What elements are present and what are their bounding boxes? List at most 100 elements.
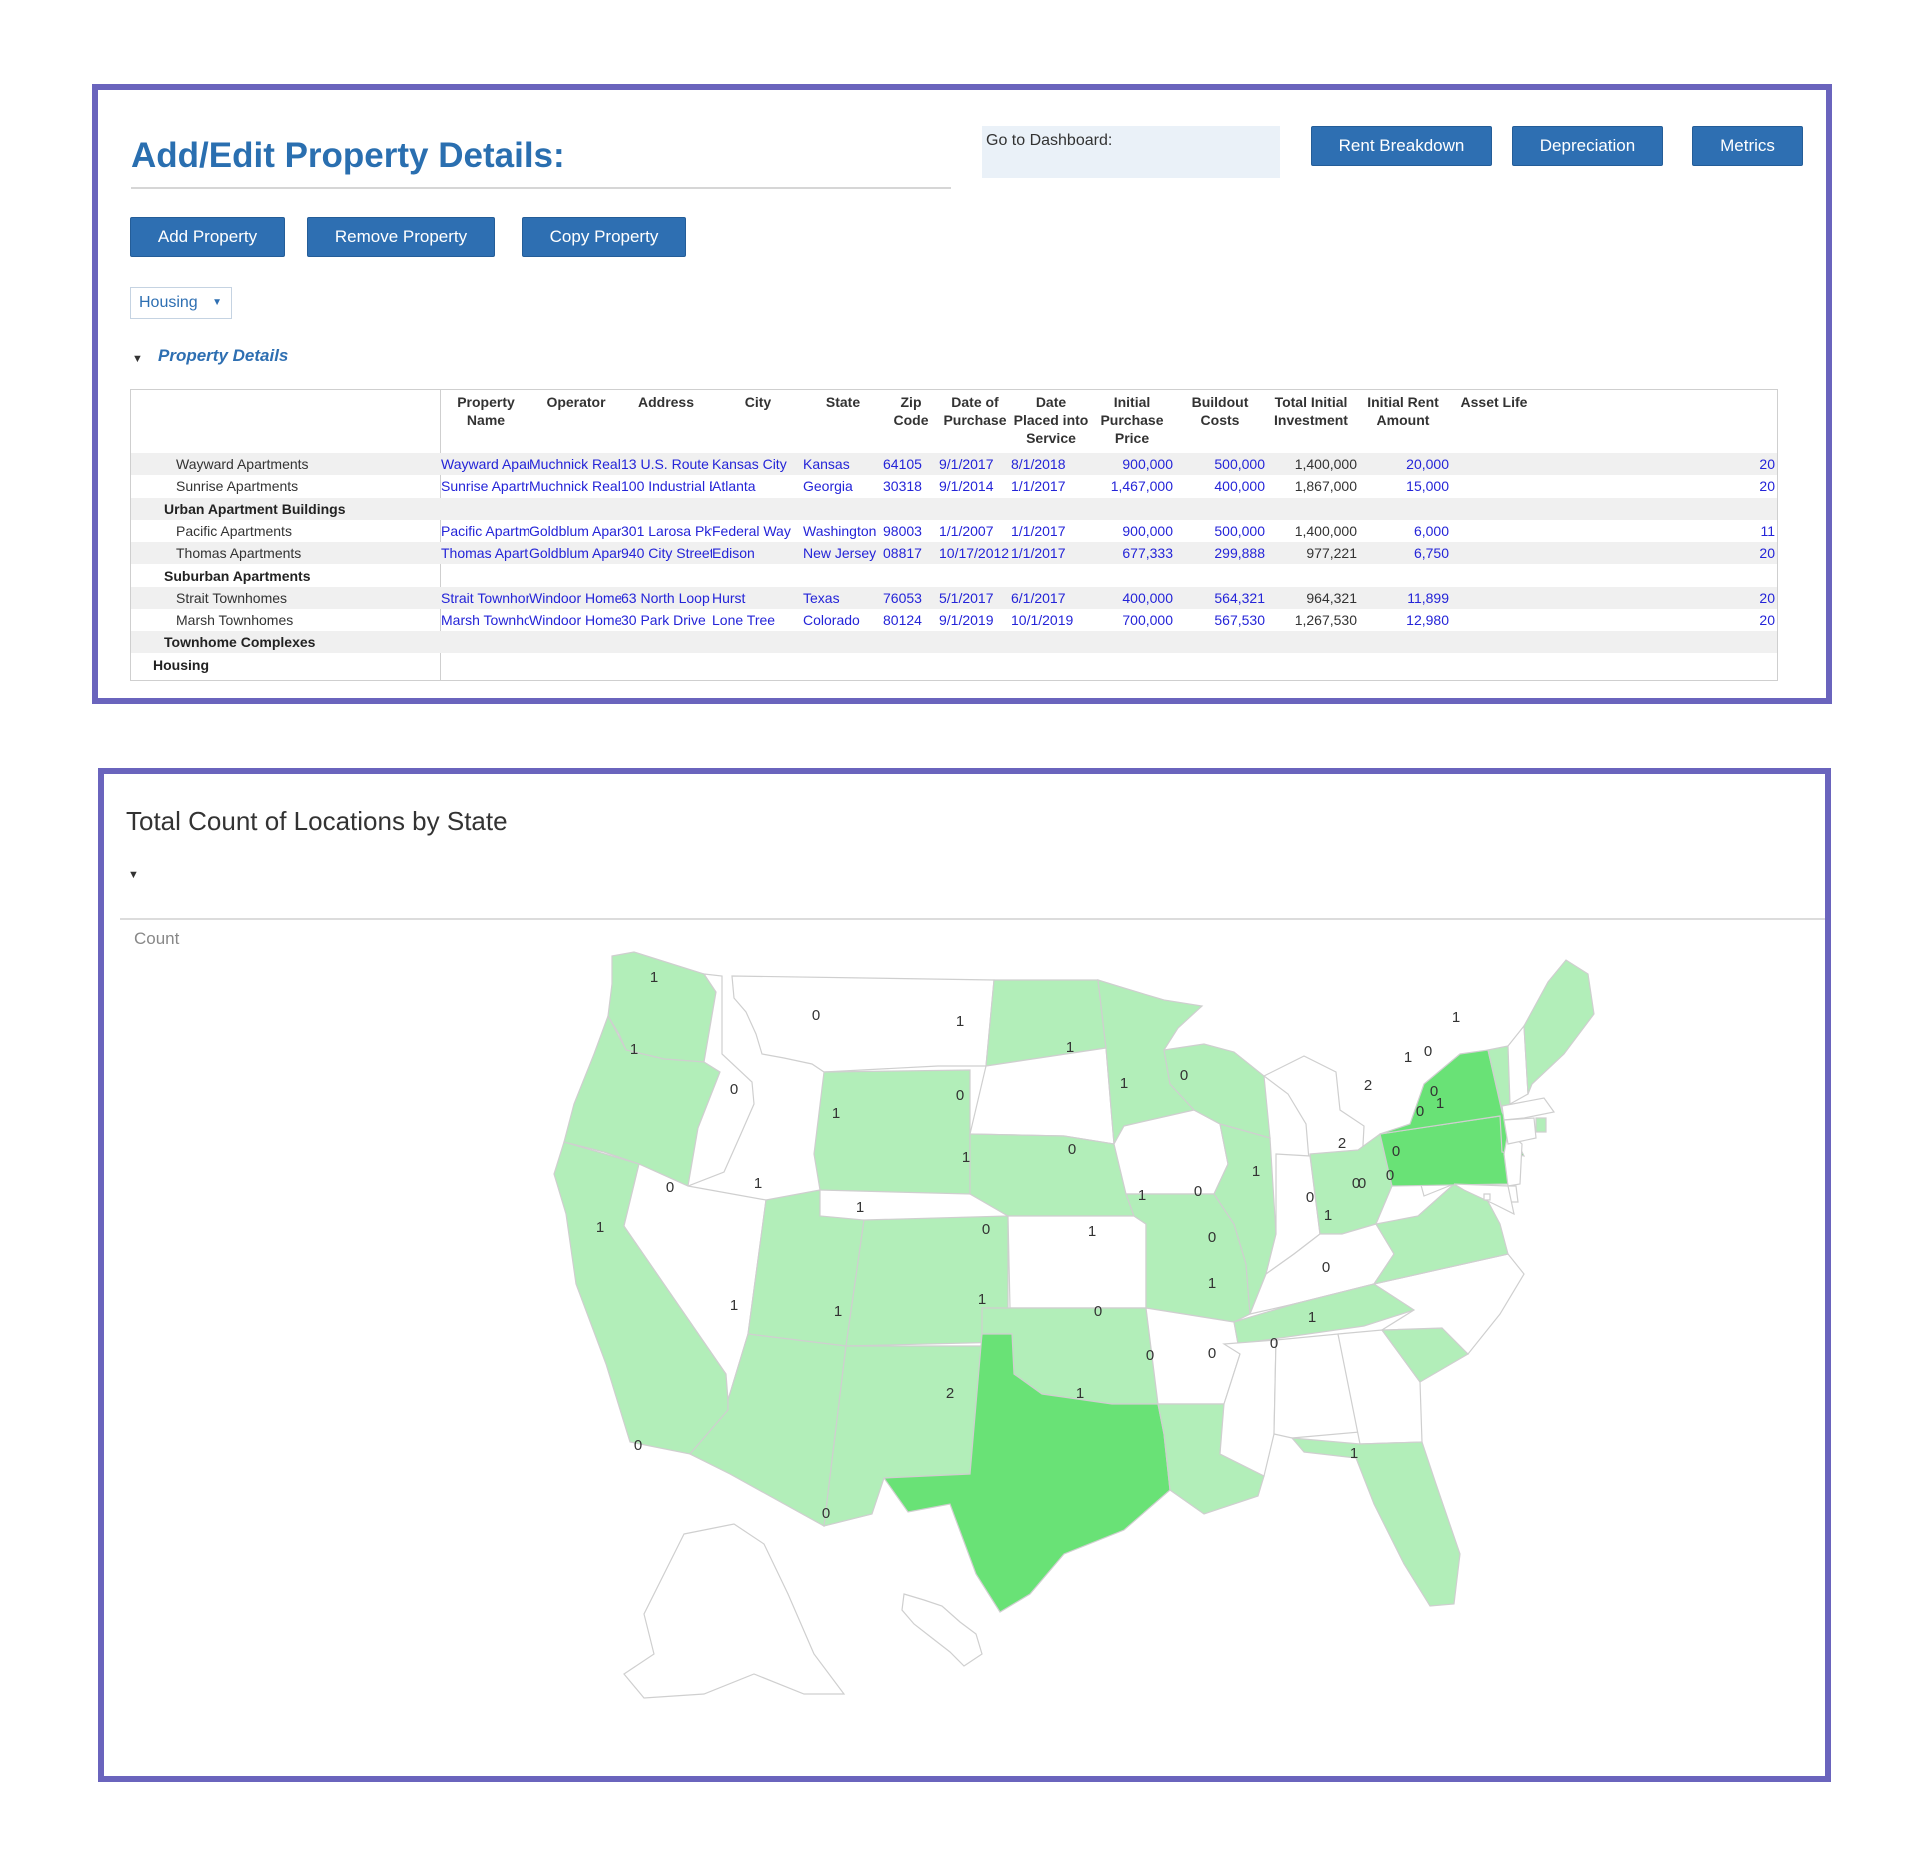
table-cell[interactable]: 20 <box>1759 612 1775 629</box>
table-cell[interactable]: Texas <box>803 589 840 606</box>
table-cell[interactable]: 299,888 <box>1214 545 1265 562</box>
state-ga[interactable] <box>1337 1329 1423 1445</box>
state-hi[interactable] <box>901 1593 983 1667</box>
state-me[interactable] <box>1523 959 1595 1095</box>
table-cell[interactable]: 940 City Street <box>621 545 712 562</box>
table-cell[interactable]: 12,980 <box>1406 612 1449 629</box>
table-cell[interactable]: 76053 <box>883 589 922 606</box>
table-row[interactable]: Strait Townhomes Strait Townhom Windoor Ho… <box>131 586 1777 609</box>
table-cell[interactable]: Muchnick Realty <box>529 456 621 472</box>
state-ak[interactable] <box>623 1523 846 1699</box>
table-cell[interactable]: 677,333 <box>1122 545 1173 562</box>
table-cell[interactable]: 6,000 <box>1413 522 1449 539</box>
table-cell[interactable]: 9/1/2014 <box>939 478 994 495</box>
table-cell[interactable]: 900,000 <box>1122 522 1173 539</box>
table-row[interactable]: Urban Apartment Buildings <box>131 497 1777 520</box>
table-cell[interactable]: Wayward Apartr <box>441 456 529 472</box>
table-cell[interactable]: 08817 <box>883 545 922 562</box>
table-row[interactable]: Marsh Townhomes Marsh TownhonWindoor Home… <box>131 609 1777 631</box>
table-cell[interactable]: 13 U.S. Route 6 <box>621 456 712 472</box>
table-cell[interactable]: Washington <box>803 522 877 539</box>
table-cell[interactable]: 400,000 <box>1122 589 1173 606</box>
table-cell[interactable]: Windoor Homes <box>529 612 621 629</box>
table-cell[interactable]: 900,000 <box>1122 456 1173 472</box>
table-cell[interactable]: 30318 <box>883 478 922 495</box>
table-cell[interactable]: 567,530 <box>1214 612 1265 629</box>
table-cell[interactable]: 20,000 <box>1406 456 1449 472</box>
table-cell[interactable]: Kansas City <box>712 456 787 472</box>
table-cell[interactable]: 80124 <box>883 612 922 629</box>
table-cell[interactable]: 10/17/2012 <box>939 545 1010 562</box>
state-nc[interactable] <box>1372 1253 1525 1355</box>
table-cell[interactable]: 500,000 <box>1214 522 1265 539</box>
state-ma[interactable] <box>1501 1097 1556 1121</box>
table-cell[interactable]: Muchnick Realty <box>529 478 621 495</box>
state-al[interactable] <box>1273 1333 1361 1439</box>
table-cell[interactable]: Kansas <box>803 456 850 472</box>
table-cell[interactable]: 9/1/2017 <box>939 456 994 472</box>
state-fl[interactable] <box>1290 1437 1461 1607</box>
table-cell[interactable]: Colorado <box>803 612 860 629</box>
table-cell[interactable]: 1/1/2017 <box>1011 545 1066 562</box>
table-cell[interactable]: Strait Townhom <box>441 589 529 606</box>
table-row[interactable]: Sunrise Apartments Sunrise Apartm Muchnick… <box>131 475 1777 497</box>
table-cell[interactable]: Pacific Apartme <box>441 522 529 539</box>
depreciation-button[interactable]: Depreciation <box>1512 126 1663 166</box>
table-cell[interactable]: 1/1/2007 <box>939 522 994 539</box>
state-mt[interactable] <box>731 975 995 1073</box>
collapse-triangle-icon[interactable]: ▼ <box>132 353 143 365</box>
table-cell[interactable]: 301 Larosa Pkw <box>621 522 712 539</box>
table-cell[interactable]: 11,899 <box>1407 589 1449 606</box>
table-row[interactable]: Thomas Apartments Thomas ApartmGoldblum A… <box>131 542 1777 565</box>
table-cell[interactable]: Goldblum Apart <box>529 545 621 562</box>
table-cell[interactable]: Georgia <box>803 478 853 495</box>
copy-property-button[interactable]: Copy Property <box>522 217 686 257</box>
table-cell[interactable]: 1/1/2017 <box>1011 522 1066 539</box>
table-cell[interactable]: 1/1/2017 <box>1011 478 1066 495</box>
table-cell[interactable]: Goldblum Apart <box>529 522 621 539</box>
table-cell[interactable]: Atlanta <box>712 478 756 495</box>
map-options-caret-icon[interactable]: ▼ <box>128 869 139 881</box>
table-cell[interactable]: Hurst <box>712 589 746 606</box>
state-il[interactable] <box>1213 1123 1277 1315</box>
table-cell[interactable]: Thomas Apartm <box>441 545 529 562</box>
state-tx[interactable] <box>882 1333 1171 1613</box>
state-wy[interactable] <box>813 1069 971 1195</box>
table-cell[interactable]: Federal Way <box>712 522 791 539</box>
table-cell[interactable]: 15,000 <box>1406 478 1449 495</box>
table-cell[interactable]: 98003 <box>883 522 922 539</box>
state-ut[interactable] <box>747 1189 865 1347</box>
table-cell[interactable]: 10/1/2019 <box>1011 612 1074 629</box>
table-cell[interactable]: 564,321 <box>1214 589 1265 606</box>
table-cell[interactable]: Lone Tree <box>712 612 776 629</box>
table-cell[interactable]: 700,000 <box>1122 612 1173 629</box>
table-cell[interactable]: 20 <box>1759 456 1775 472</box>
table-row[interactable]: Wayward Apartments Wayward ApartrMuchnick… <box>131 453 1777 475</box>
state-ct[interactable] <box>1503 1117 1537 1145</box>
table-cell[interactable]: 20 <box>1759 545 1775 562</box>
table-cell[interactable]: New Jersey <box>803 545 877 562</box>
table-cell[interactable]: Edison <box>712 545 755 562</box>
add-property-button[interactable]: Add Property <box>130 217 285 257</box>
go-to-dashboard-box[interactable]: Go to Dashboard: <box>982 126 1280 178</box>
table-cell[interactable]: 100 Industrial B <box>621 478 712 495</box>
table-row[interactable]: Townhome Complexes <box>131 631 1777 654</box>
metrics-button[interactable]: Metrics <box>1692 126 1803 166</box>
table-cell[interactable]: 20 <box>1759 478 1775 495</box>
state-ks[interactable] <box>1007 1215 1147 1309</box>
table-cell[interactable]: 20 <box>1759 589 1775 606</box>
table-cell[interactable]: Marsh Townhon <box>441 612 529 629</box>
state-ri[interactable] <box>1535 1117 1547 1133</box>
table-cell[interactable]: 30 Park Drive <box>621 612 706 629</box>
state-ne[interactable] <box>969 1133 1135 1217</box>
table-cell[interactable]: Windoor Homes <box>529 589 621 606</box>
table-cell[interactable]: 5/1/2017 <box>939 589 994 606</box>
state-id[interactable] <box>687 973 755 1187</box>
table-cell[interactable]: Sunrise Apartm <box>441 478 529 495</box>
state-dc[interactable] <box>1483 1193 1491 1201</box>
table-row[interactable]: Housing <box>131 654 1777 676</box>
table-cell[interactable]: 6/1/2017 <box>1011 589 1066 606</box>
table-row[interactable]: Suburban Apartments <box>131 565 1777 587</box>
housing-filter-dropdown[interactable]: Housing ▼ <box>130 287 232 319</box>
table-cell[interactable]: 6,750 <box>1413 545 1449 562</box>
